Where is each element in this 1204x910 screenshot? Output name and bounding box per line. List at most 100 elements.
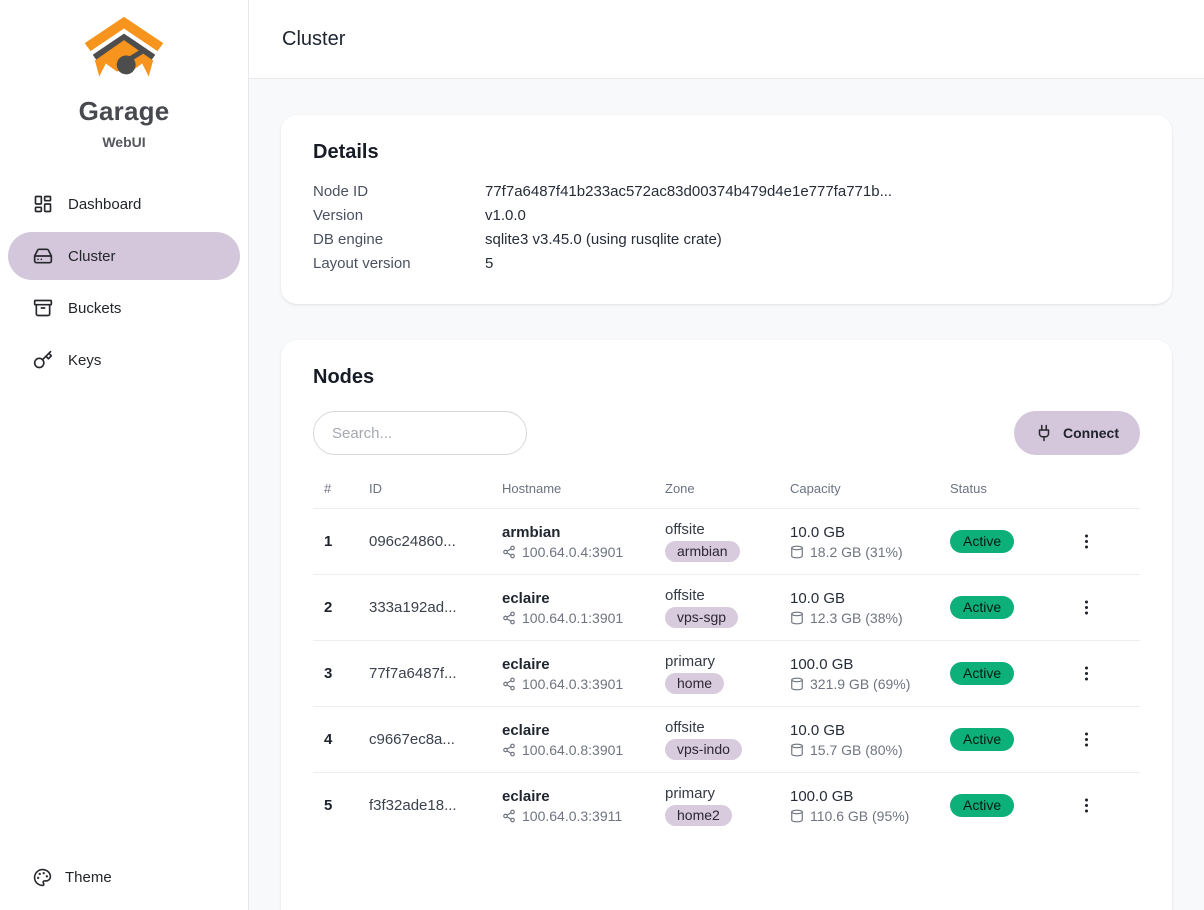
node-status-cell: Active	[938, 728, 1063, 751]
node-zone-tag: vps-indo	[665, 739, 742, 760]
node-hostname-cell: eclaire 100.64.0.8:3901	[490, 722, 653, 758]
sidebar-item-label: Dashboard	[68, 195, 142, 213]
detail-row: Version v1.0.0	[313, 204, 1140, 228]
node-usage: 12.3 GB (38%)	[810, 609, 903, 626]
sidebar-item-cluster[interactable]: Cluster	[8, 232, 240, 280]
status-badge: Active	[950, 530, 1015, 553]
plug-icon	[1038, 424, 1050, 442]
node-usage-line: 15.7 GB (80%)	[790, 742, 938, 758]
node-capacity-cell: 100.0 GB 110.6 GB (95%)	[778, 788, 938, 824]
kebab-menu-icon	[1084, 732, 1089, 747]
detail-label: Version	[313, 207, 364, 224]
column-header-id: ID	[369, 481, 382, 496]
node-capacity: 100.0 GB	[790, 787, 854, 805]
node-address: 100.64.0.1:3901	[522, 609, 624, 626]
node-address-line: 100.64.0.8:3901	[502, 742, 653, 758]
node-address: 100.64.0.8:3901	[522, 741, 624, 758]
sidebar-item-dashboard[interactable]: Dashboard	[8, 180, 240, 228]
node-id: 096c24860...	[369, 533, 456, 550]
sidebar-item-label: Buckets	[68, 299, 122, 317]
nodes-table-header: # ID Hostname Zone Capacity Status	[313, 481, 1140, 508]
kebab-menu-icon	[1084, 600, 1089, 615]
node-capacity: 10.0 GB	[790, 523, 846, 541]
node-id: f3f32ade18...	[369, 797, 457, 814]
node-zone-cell: primary home	[653, 653, 778, 694]
row-menu-button[interactable]	[1071, 726, 1102, 753]
node-hostname-cell: eclaire 100.64.0.3:3911	[490, 788, 653, 824]
row-menu-button[interactable]	[1071, 594, 1102, 621]
column-header-hostname: Hostname	[502, 481, 562, 496]
node-hostname: eclaire	[502, 655, 550, 673]
share-network-icon	[503, 611, 515, 624]
node-usage: 15.7 GB (80%)	[810, 741, 903, 758]
node-zone: offsite	[665, 719, 705, 736]
row-menu-button[interactable]	[1071, 660, 1102, 687]
detail-row: Node ID 77f7a6487f41b233ac572ac83d00374b…	[313, 180, 1140, 204]
node-capacity: 100.0 GB	[790, 655, 854, 673]
node-capacity-cell: 10.0 GB 12.3 GB (38%)	[778, 590, 938, 626]
theme-toggle-button[interactable]: Theme	[0, 848, 248, 906]
node-actions-cell	[1063, 792, 1140, 819]
sidebar-spacer	[0, 384, 248, 848]
detail-value: 5	[485, 255, 494, 272]
nodes-card: Nodes Connect # ID Host	[281, 340, 1172, 910]
page-content: Details Node ID 77f7a6487f41b233ac572ac8…	[249, 79, 1204, 910]
node-index: 4	[324, 731, 333, 748]
node-hostname: armbian	[502, 523, 561, 541]
database-icon	[791, 677, 803, 690]
main-area: Cluster Details Node ID 77f7a6487f41b233…	[249, 0, 1204, 910]
node-address: 100.64.0.3:3911	[522, 807, 623, 824]
connect-button[interactable]: Connect	[1014, 411, 1140, 455]
node-zone: offsite	[665, 521, 705, 538]
brand-title: Garage	[78, 96, 170, 126]
brand: Garage WebUI	[0, 0, 248, 150]
status-badge: Active	[950, 662, 1015, 685]
connect-button-label: Connect	[1063, 425, 1119, 441]
node-actions-cell	[1063, 528, 1140, 555]
palette-icon	[33, 868, 52, 886]
database-icon	[791, 545, 803, 558]
node-zone-tag: armbian	[665, 541, 740, 562]
sidebar-item-keys[interactable]: Keys	[8, 336, 240, 384]
detail-value: v1.0.0	[485, 207, 526, 224]
row-menu-button[interactable]	[1071, 528, 1102, 555]
node-capacity-cell: 10.0 GB 18.2 GB (31%)	[778, 524, 938, 560]
table-row: 5 f3f32ade18... eclaire 100.64.0.3:3911	[313, 772, 1140, 838]
node-usage-line: 12.3 GB (38%)	[790, 610, 938, 626]
node-zone-cell: offsite armbian	[653, 521, 778, 562]
node-usage: 321.9 GB (69%)	[810, 675, 911, 692]
nodes-toolbar: Connect	[313, 411, 1140, 455]
nodes-card-title: Nodes	[313, 366, 375, 388]
search-input[interactable]	[313, 411, 527, 455]
node-hostname-cell: eclaire 100.64.0.3:3901	[490, 656, 653, 692]
node-address-line: 100.64.0.1:3901	[502, 610, 653, 626]
hard-drive-icon	[33, 248, 53, 264]
row-menu-button[interactable]	[1071, 792, 1102, 819]
node-address-line: 100.64.0.3:3901	[502, 676, 653, 692]
node-capacity-cell: 10.0 GB 15.7 GB (80%)	[778, 722, 938, 758]
archive-icon	[33, 299, 53, 317]
database-icon	[791, 611, 803, 624]
node-usage-line: 18.2 GB (31%)	[790, 544, 938, 560]
kebab-menu-icon	[1084, 798, 1089, 813]
table-row: 4 c9667ec8a... eclaire 100.64.0.8:3901	[313, 706, 1140, 772]
node-capacity: 10.0 GB	[790, 589, 846, 607]
kebab-menu-icon	[1084, 666, 1089, 681]
node-usage-line: 110.6 GB (95%)	[790, 808, 938, 824]
detail-label: Node ID	[313, 183, 369, 200]
detail-row: DB engine sqlite3 v3.45.0 (using rusqlit…	[313, 228, 1140, 252]
node-zone: offsite	[665, 587, 705, 604]
sidebar-item-buckets[interactable]: Buckets	[8, 284, 240, 332]
node-index: 1	[324, 533, 333, 550]
node-hostname-cell: eclaire 100.64.0.1:3901	[490, 590, 653, 626]
share-network-icon	[503, 809, 515, 822]
node-zone-tag: vps-sgp	[665, 607, 739, 628]
node-status-cell: Active	[938, 794, 1063, 817]
share-network-icon	[503, 743, 515, 756]
detail-value: 77f7a6487f41b233ac572ac83d00374b479d4e1e…	[485, 183, 893, 200]
node-id: c9667ec8a...	[369, 731, 455, 748]
node-index: 3	[324, 665, 333, 682]
status-badge: Active	[950, 728, 1015, 751]
node-capacity-cell: 100.0 GB 321.9 GB (69%)	[778, 656, 938, 692]
